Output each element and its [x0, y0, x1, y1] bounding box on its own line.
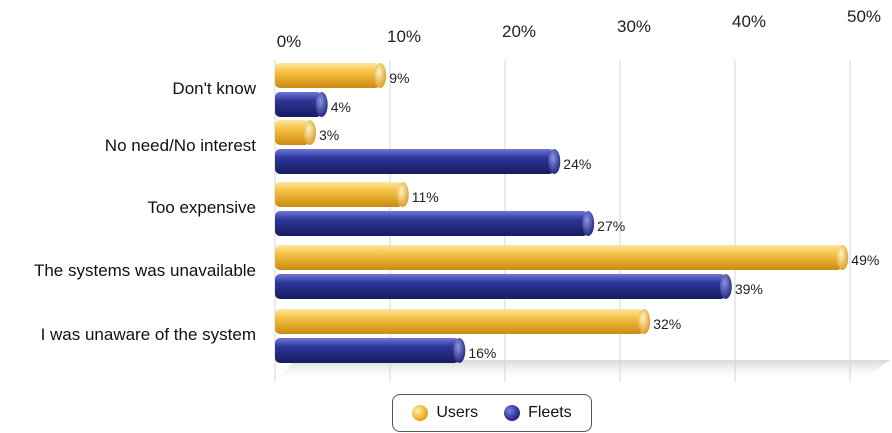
- bars: [275, 63, 849, 363]
- users-marker-icon: [412, 405, 429, 421]
- data-label-users: 49%: [851, 252, 879, 268]
- data-label-users: 9%: [389, 70, 409, 86]
- bar-users: [275, 309, 645, 334]
- bar-fleets: [275, 274, 726, 299]
- bar-cap-fleets: [315, 92, 328, 117]
- bar-cap-users: [396, 182, 409, 207]
- x-axis: 0% 10% 20% 30% 40% 50%: [277, 7, 881, 51]
- bar-fleets: [275, 149, 555, 174]
- category-label: I was unaware of the system: [41, 325, 256, 344]
- x-tick-label: 0%: [277, 32, 302, 51]
- fleets-marker-icon: [504, 405, 521, 421]
- legend-label-fleets: Fleets: [528, 404, 572, 421]
- bar-cap-users: [374, 63, 387, 88]
- data-label-fleets: 4%: [331, 99, 351, 115]
- bar-users: [275, 120, 310, 145]
- bar-cap-fleets: [719, 274, 732, 299]
- bar-cap-users: [836, 245, 849, 270]
- bar-users: [275, 245, 843, 270]
- x-tick-label: 30%: [617, 17, 651, 36]
- category-label: The systems was unavailable: [34, 261, 256, 280]
- data-label-fleets: 24%: [563, 156, 591, 172]
- legend-label-users: Users: [436, 404, 479, 421]
- legend-item-fleets: Fleets: [504, 404, 572, 422]
- bar-users: [275, 182, 403, 207]
- data-labels: 9% 4% 3% 24% 11% 27% 49% 39% 32% 16%: [319, 70, 879, 361]
- data-label-users: 11%: [412, 189, 439, 205]
- x-tick-label: 50%: [847, 7, 881, 26]
- category-label: No need/No interest: [105, 136, 256, 155]
- floor-shadow: [275, 360, 890, 382]
- bar-cap-fleets: [453, 338, 466, 363]
- category-axis: Don't know No need/No interest Too expensi…: [34, 79, 257, 344]
- data-label-users: 3%: [319, 127, 339, 143]
- x-tick-label: 40%: [732, 12, 766, 31]
- legend-item-users: Users: [412, 404, 478, 422]
- bar-users: [275, 63, 381, 88]
- data-label-fleets: 39%: [735, 281, 763, 297]
- bar-fleets: [275, 211, 589, 236]
- x-tick-label: 20%: [502, 22, 536, 41]
- category-label: Don't know: [172, 79, 256, 98]
- bar-fleets: [275, 338, 460, 363]
- data-label-users: 32%: [653, 316, 681, 332]
- bar-cap-fleets: [582, 211, 595, 236]
- bar-cap-users: [303, 120, 316, 145]
- bar-cap-fleets: [548, 149, 561, 174]
- data-label-fleets: 27%: [597, 218, 625, 234]
- data-label-fleets: 16%: [468, 345, 496, 361]
- legend: Users Fleets: [392, 394, 592, 432]
- x-tick-label: 10%: [387, 27, 421, 46]
- category-label: Too expensive: [147, 198, 256, 217]
- bar-fleets: [275, 92, 322, 117]
- bar-cap-users: [638, 309, 651, 334]
